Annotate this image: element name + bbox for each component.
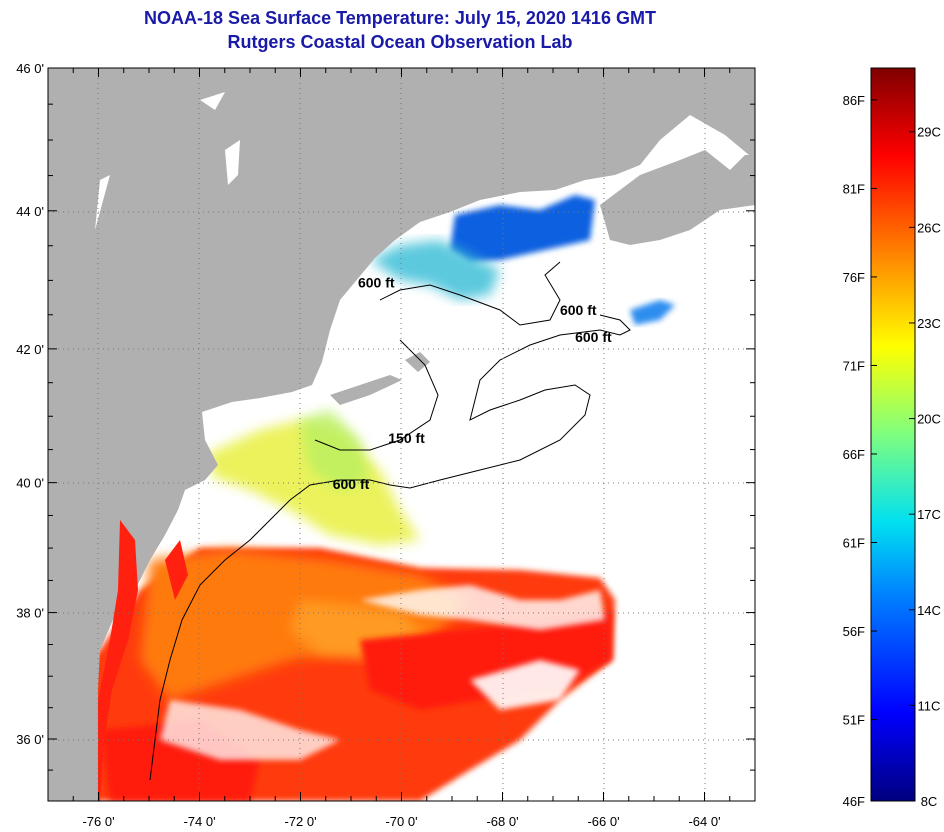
- bathymetry-contours: [149, 261, 631, 781]
- inland-lake: [95, 175, 110, 230]
- colorbar-label-c: 23C: [917, 316, 941, 331]
- colorbar-label-f: 76F: [843, 270, 865, 285]
- shelf-cool-region: [300, 410, 370, 490]
- colorbar-label-c: 29C: [917, 125, 941, 140]
- contour-label: 600 ft: [560, 302, 597, 318]
- colorbar-label-f: 71F: [843, 358, 865, 373]
- colorbar-label-f: 81F: [843, 181, 865, 196]
- colorbar-label-c: 17C: [917, 507, 941, 522]
- temperature-colorbar: 86F 81F 76F 71F 66F 61F 56F 51F 46F 29C 26C 23C 20C…: [843, 67, 941, 809]
- colorbar-fahrenheit-labels: 86F 81F 76F 71F 66F 61F 56F 51F 46F: [843, 93, 877, 809]
- lat-tick-label: 42 0': [16, 342, 44, 357]
- colorbar-label-f: 46F: [843, 794, 865, 809]
- colorbar-label-c: 20C: [917, 412, 941, 427]
- map-title: NOAA-18 Sea Surface Temperature: July 15…: [144, 8, 656, 28]
- longitude-axis: -76 0' -74 0' -72 0' -70 0' -68 0' -66 0' -64 …: [47, 68, 756, 829]
- inland-lake: [225, 140, 240, 185]
- contour-label: 600 ft: [333, 476, 370, 492]
- lat-tick-label: 46 0': [16, 61, 44, 76]
- lon-tick-label: -68 0': [486, 814, 518, 829]
- lat-tick-label: 38 0': [16, 606, 44, 621]
- contour-label: 150 ft: [388, 430, 425, 446]
- colorbar-label-c: 11C: [918, 698, 941, 713]
- colorbar-label-c: 26C: [917, 220, 941, 235]
- coastal-cool-water: [370, 240, 500, 300]
- colorbar-gradient: [870, 67, 916, 802]
- chesapeake-bay: [98, 520, 138, 801]
- shelf-water-region: [205, 420, 420, 545]
- colorbar-label-c: 14C: [917, 603, 941, 618]
- inland-lake: [200, 92, 225, 110]
- lon-tick-label: -70 0': [385, 814, 417, 829]
- latitude-axis: 46 0' 44 0' 42 0' 40 0' 38 0' 36 0': [16, 61, 755, 802]
- colorbar-label-f: 61F: [843, 536, 865, 551]
- contour-600ft: [149, 314, 631, 781]
- contour-150ft: [314, 339, 439, 451]
- cape-cod: [405, 352, 430, 372]
- lon-tick-label: -66 0': [587, 814, 619, 829]
- lat-tick-label: 44 0': [16, 204, 44, 219]
- contour-labels: 600 ft 600 ft 600 ft 150 ft 600 ft: [333, 274, 612, 492]
- colorbar-label-f: 56F: [843, 624, 865, 639]
- contour-label: 600 ft: [575, 329, 612, 345]
- cloud-gap: [160, 700, 340, 760]
- contour-gulf-of-maine: [379, 261, 561, 326]
- delaware-bay: [165, 540, 188, 600]
- colorbar-label-f: 66F: [843, 447, 865, 462]
- colorbar-celsius-labels: 29C 26C 23C 20C 17C 14C 11C 8C: [909, 125, 941, 809]
- contour-label: 600 ft: [358, 274, 395, 290]
- lat-tick-label: 40 0': [16, 476, 44, 491]
- cloud-gap: [360, 585, 605, 630]
- graticule: [48, 68, 755, 801]
- nova-scotia: [600, 150, 755, 245]
- colorbar-label-f: 51F: [843, 713, 865, 728]
- map-subtitle: Rutgers Coastal Ocean Observation Lab: [227, 32, 573, 52]
- land: [48, 68, 755, 801]
- colorbar-label-c: 8C: [921, 794, 938, 809]
- lon-tick-label: -74 0': [183, 814, 215, 829]
- lon-tick-label: -64 0': [688, 814, 720, 829]
- cloud-gap: [470, 660, 580, 710]
- plot-area: 600 ft 600 ft 600 ft 150 ft 600 ft: [48, 68, 755, 801]
- lon-tick-label: -76 0': [82, 814, 114, 829]
- offshore-cold-patch: [630, 300, 675, 325]
- north-american-mainland: [48, 68, 755, 801]
- lon-tick-label: -72 0': [284, 814, 316, 829]
- lat-tick-label: 36 0': [16, 732, 44, 747]
- long-island: [330, 375, 402, 405]
- colorbar-label-f: 86F: [843, 93, 865, 108]
